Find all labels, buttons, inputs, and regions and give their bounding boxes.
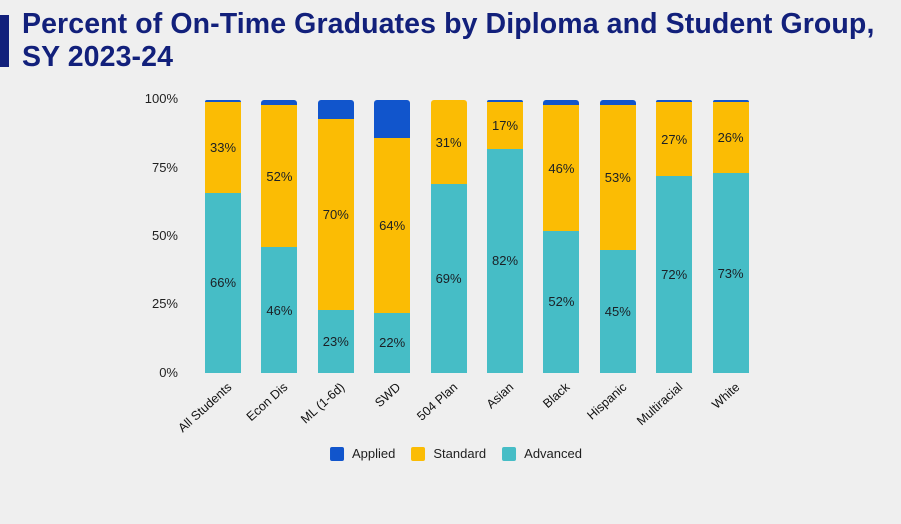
chart-legend: Applied Standard Advanced: [330, 446, 582, 462]
bar-segment-applied: [317, 99, 354, 119]
bar-value-label: 26%: [717, 130, 744, 146]
bar-value-label: 27%: [661, 131, 688, 147]
bar-value-label: 23%: [322, 334, 349, 350]
bar-segment-applied: [261, 99, 298, 106]
bar-asian: 82% 17%: [487, 0, 523, 373]
bar-segment-advanced: [712, 173, 749, 373]
bar-value-label: 73%: [717, 265, 744, 281]
bar-504-plan: 69% 31%: [430, 0, 467, 373]
legend-swatch-applied: [330, 447, 345, 461]
stacked-bar-chart: 0% 25% 50% 75% 100% 66% 33% All Students 46% 52% E…: [144, 0, 749, 435]
bar-segment-applied: [543, 99, 580, 106]
bar-multiracial: 72% 27%: [656, 0, 693, 373]
bar-value-label: 53%: [604, 170, 631, 186]
bar-value-label: 46%: [548, 160, 575, 176]
legend-swatch-advanced: [502, 447, 517, 461]
bar-ml-1-6d: 23% 70%: [317, 0, 354, 373]
bar-value-label: 17%: [491, 118, 519, 134]
title-accent-bar: [0, 15, 9, 67]
bar-segment-standard: [430, 99, 467, 185]
legend-label: Advanced: [524, 446, 582, 461]
bar-value-label: 31%: [435, 134, 462, 150]
bar-segment-advanced: [374, 312, 411, 373]
bar-segment-advanced: [543, 230, 580, 373]
bar-segment-standard: [656, 102, 693, 177]
bar-segment-applied: [374, 99, 411, 138]
legend-label: Applied: [352, 446, 396, 461]
legend-label: Standard: [433, 446, 487, 461]
bar-value-label: 22%: [379, 335, 406, 351]
bar-value-label: 33%: [209, 140, 237, 156]
chart-page: Percent of On-Time Graduates by Diploma …: [0, 0, 882, 462]
bar-value-label: 46%: [266, 302, 293, 318]
bar-all-students: 66% 33%: [205, 0, 241, 373]
bar-value-label: 52%: [266, 168, 293, 184]
page-title: Percent of On-Time Graduates by Diploma …: [22, 8, 882, 74]
bar-segment-advanced: [599, 250, 636, 373]
bar-segment-applied: [656, 99, 693, 103]
legend-item-applied: Applied: [330, 446, 395, 462]
y-axis-tick-label: 50%: [151, 227, 178, 243]
bar-segment-standard: [712, 102, 749, 174]
y-axis-tick-label: 25%: [151, 296, 178, 312]
bar-value-label: 70%: [322, 206, 349, 222]
bar-white: 73% 26%: [712, 0, 749, 373]
bar-value-label: 64%: [379, 217, 406, 233]
bar-segment-standard: [543, 105, 580, 231]
legend-swatch-standard: [411, 447, 426, 461]
bar-segment-advanced: [261, 247, 298, 373]
page-title-line2: SY 2023-24: [22, 41, 174, 73]
bar-segment-advanced: [317, 310, 354, 373]
bar-segment-standard: [205, 102, 241, 193]
bar-value-label: 45%: [604, 304, 631, 319]
y-axis-tick-label: 100%: [144, 91, 178, 107]
bar-segment-advanced: [205, 192, 241, 373]
bar-segment-advanced: [487, 148, 523, 373]
bar-value-label: 52%: [548, 294, 575, 310]
y-axis-tick-label: 0%: [159, 364, 178, 380]
legend-item-advanced: Advanced: [502, 446, 582, 462]
page-title-line1: Percent of On-Time Graduates by Diploma …: [22, 8, 875, 40]
bar-segment-applied: [487, 99, 523, 103]
bar-value-label: 66%: [209, 275, 237, 291]
bar-segment-standard: [487, 102, 523, 149]
bar-segment-standard: [261, 105, 298, 248]
bar-value-label: 69%: [435, 271, 462, 287]
bar-segment-applied: [599, 99, 636, 106]
bar-segment-advanced: [656, 176, 693, 373]
bar-hispanic: 45% 53%: [599, 0, 636, 373]
bar-value-label: 82%: [491, 253, 519, 269]
bar-swd: 22% 64%: [374, 0, 411, 373]
bar-segment-standard: [599, 105, 636, 250]
legend-item-standard: Standard: [411, 446, 486, 462]
bar-econ-dis: 46% 52%: [261, 0, 298, 373]
bar-value-label: 72%: [661, 267, 688, 283]
bar-segment-advanced: [430, 184, 467, 373]
bar-segment-applied: [712, 99, 749, 103]
bar-segment-applied: [205, 99, 241, 103]
bar-black: 52% 46%: [543, 0, 580, 373]
y-axis-tick-label: 75%: [151, 159, 178, 175]
bar-segment-standard: [317, 118, 354, 311]
bar-segment-standard: [374, 137, 411, 313]
